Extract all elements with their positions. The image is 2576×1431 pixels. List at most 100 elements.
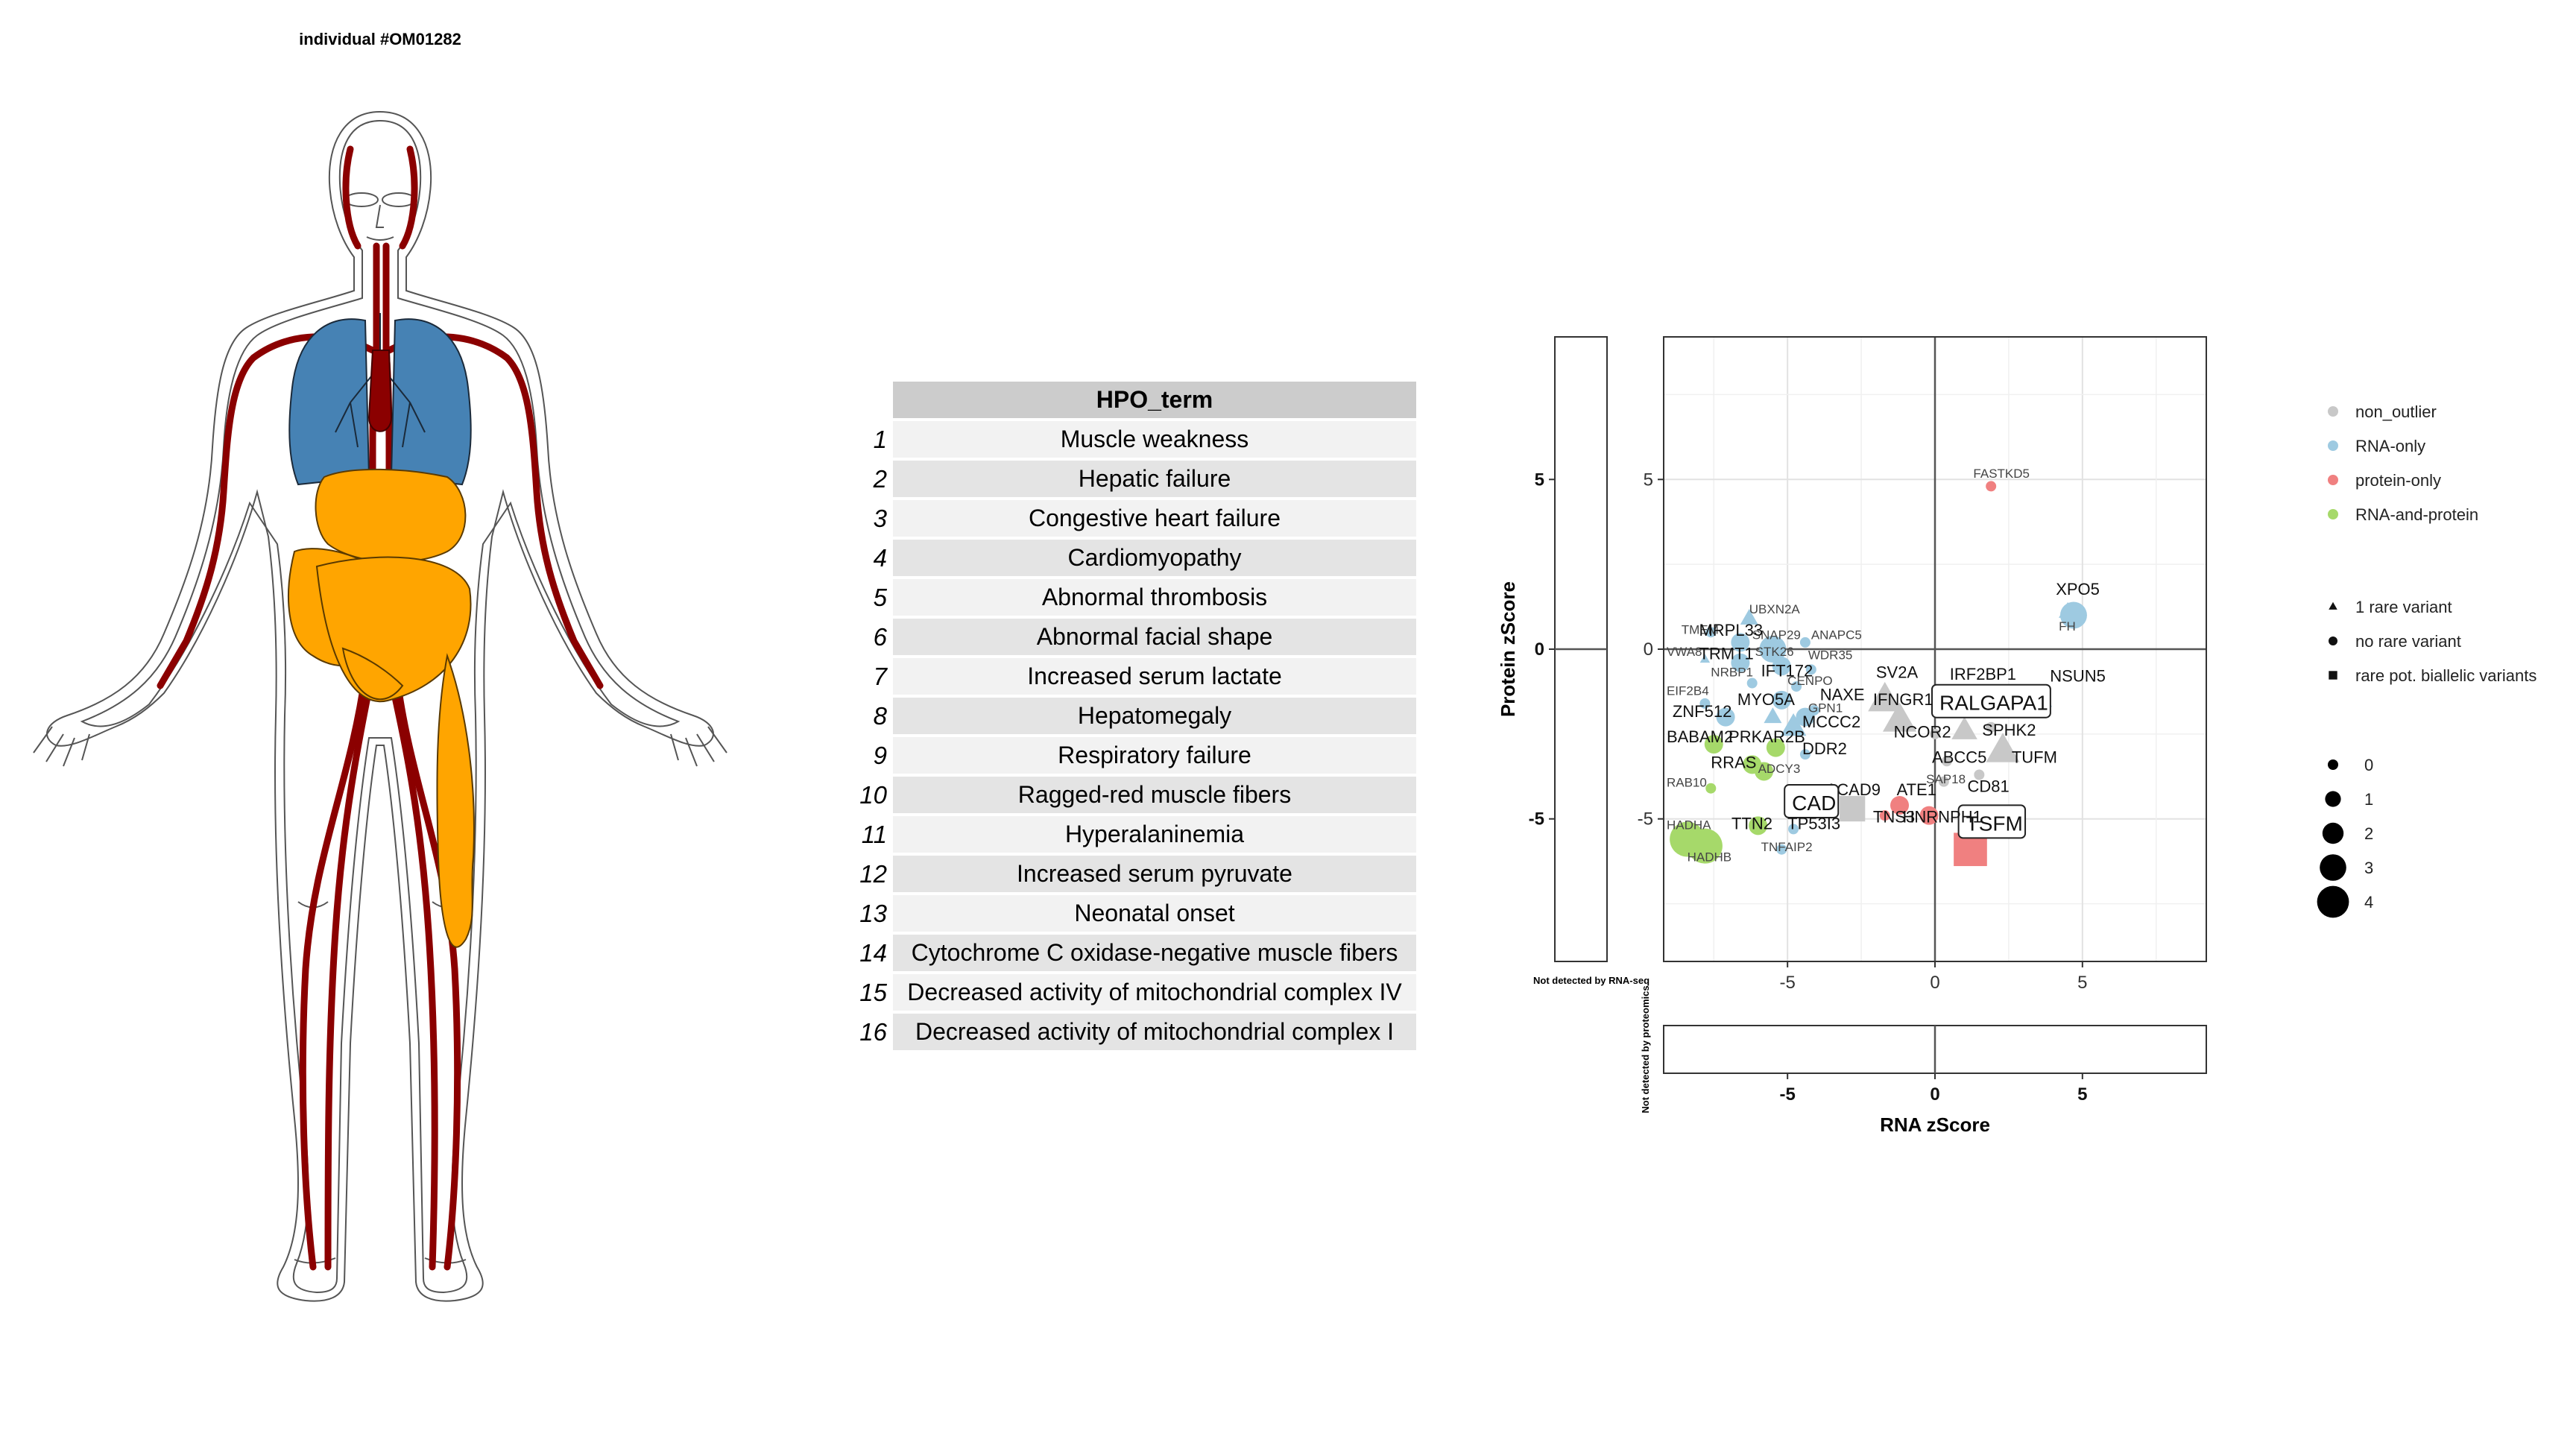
data-point <box>1941 756 1952 767</box>
legend-size-swatch <box>2325 791 2341 807</box>
x-tick-label: -5 <box>1780 973 1796 993</box>
row-index: 10 <box>859 780 887 809</box>
row-index: 16 <box>859 1017 887 1046</box>
gene-label: TTN2 <box>1731 814 1772 833</box>
data-point <box>1699 654 1711 663</box>
gene-label: GPN1 <box>1808 701 1843 715</box>
gene-label: MRPL33 <box>1699 621 1763 639</box>
hpo-term: Increased serum pyruvate <box>893 856 1416 892</box>
legend-color-label: non_outlier <box>2355 402 2437 421</box>
legend-color-swatch <box>2328 440 2338 451</box>
data-point <box>1764 707 1782 724</box>
gene-label: TNS3 <box>1873 807 1915 826</box>
gene-label: XPO5 <box>2056 580 2100 598</box>
gene-label: ADCY3 <box>1758 762 1801 776</box>
y-axis-label: Protein zScore <box>1497 581 1519 717</box>
gene-label: DDR2 <box>1802 739 1847 758</box>
data-point <box>1731 653 1750 672</box>
legend-shape-label: 1 rare variant <box>2355 598 2452 616</box>
x-axis-label: RNA zScore <box>1880 1113 1990 1136</box>
x-tick-label: -5 <box>1780 1084 1796 1105</box>
table-row: 15 Decreased activity of mitochondrial co… <box>842 974 1416 1011</box>
table-row: 2 Hepatic failure <box>842 461 1416 497</box>
x-tick-label: 5 <box>2077 1084 2087 1105</box>
hpo-index-header <box>842 382 893 418</box>
y-tick-label: 0 <box>1644 639 1653 660</box>
gene-label: TP53I3 <box>1787 814 1840 833</box>
data-point <box>1868 681 1902 712</box>
gene-label: TMEM <box>1682 623 1719 637</box>
not-detected-proteomics-label: Not detected by proteomics <box>1640 985 1651 1113</box>
gene-label: ZNF512 <box>1673 702 1731 721</box>
hpo-table: HPO_term 1 Muscle weakness 2 Hepatic failu… <box>842 379 1416 1053</box>
data-point <box>1780 713 1807 736</box>
gene-label-box <box>1931 683 2051 718</box>
data-point <box>1743 755 1762 774</box>
data-point <box>2059 601 2087 629</box>
gene-label: TRMT1 <box>1699 645 1753 663</box>
data-point <box>1799 749 1811 760</box>
row-index: 4 <box>873 543 887 572</box>
hpo-term: Neonatal onset <box>893 895 1416 932</box>
gene-label: FH <box>2059 619 2076 634</box>
hpo-term: Decreased activity of mitochondrial comp… <box>893 974 1416 1011</box>
hpo-term: Abnormal thrombosis <box>893 579 1416 616</box>
row-index: 9 <box>873 741 887 769</box>
gene-label: IFNGR1 <box>1873 690 1933 709</box>
hpo-term: Increased serum lactate <box>893 658 1416 695</box>
legend: non_outlier RNA-only protein-only RNA-and-p… <box>2317 402 2536 918</box>
legend-color-swatch <box>2328 406 2338 417</box>
data-point <box>1805 664 1816 675</box>
data-point <box>1776 844 1787 855</box>
x-tick-label: 0 <box>1930 1084 1939 1105</box>
data-point <box>1919 806 1939 825</box>
gene-label: NSUN5 <box>2050 666 2106 685</box>
gene-label: NRBP1 <box>1711 665 1753 679</box>
gene-label: VWA8 <box>1667 645 1702 659</box>
gene-label: NCOR2 <box>1894 722 1951 741</box>
data-point <box>1986 481 1997 492</box>
legend-shape-label: rare pot. biallelic variants <box>2355 666 2536 685</box>
gene-label-box <box>1784 784 1840 819</box>
row-index: 12 <box>859 859 887 888</box>
legend-size-label: 4 <box>2364 893 2373 912</box>
y-tick-label: 5 <box>1535 470 1544 490</box>
gene-label: RAB10 <box>1667 775 1707 789</box>
hpo-term: Decreased activity of mitochondrial comp… <box>893 1014 1416 1050</box>
data-point <box>1699 698 1711 709</box>
legend-color-label: protein-only <box>2355 471 2441 490</box>
row-index: 7 <box>873 662 887 690</box>
hpo-table-header-row: HPO_term <box>842 382 1416 418</box>
gene-label: SV2A <box>1876 663 1919 682</box>
data-point <box>1882 702 1917 732</box>
gene-label: SNAP29 <box>1752 628 1801 642</box>
table-row: 7 Increased serum lactate <box>842 658 1416 695</box>
table-row: 10 Ragged-red muscle fibers <box>842 777 1416 813</box>
hpo-term: Cytochrome C oxidase-negative muscle fib… <box>893 935 1416 971</box>
legend-size-label: 1 <box>2364 790 2373 809</box>
legend-color-swatch <box>2328 475 2338 485</box>
data-point <box>1799 636 1811 648</box>
data-point <box>1772 690 1791 710</box>
legend-shape-swatch <box>2329 671 2337 680</box>
gene-label: HADHB <box>1688 850 1732 865</box>
data-point <box>1791 681 1802 692</box>
data-point <box>1705 783 1717 794</box>
gene-label: WDR35 <box>1808 648 1853 663</box>
table-row: 5 Abnormal thrombosis <box>842 579 1416 616</box>
data-point <box>1840 795 1866 822</box>
y-tick-label: -5 <box>1638 809 1653 830</box>
gene-label: TUFM <box>2012 748 2057 767</box>
data-point <box>1759 636 1787 663</box>
data-point <box>1766 738 1785 757</box>
data-point <box>1788 824 1799 835</box>
y-tick-label: 0 <box>1535 639 1544 660</box>
row-index: 11 <box>861 820 887 848</box>
gene-label: FASTKD5 <box>1973 467 2030 481</box>
gene-label: IRF2BP1 <box>1950 665 2016 683</box>
hpo-term: Hyperalaninemia <box>893 816 1416 853</box>
row-index: 15 <box>859 978 887 1006</box>
table-row: 12 Increased serum pyruvate <box>842 856 1416 892</box>
table-row: 4 Cardiomyopathy <box>842 540 1416 576</box>
gene-label-box <box>1957 804 2027 839</box>
